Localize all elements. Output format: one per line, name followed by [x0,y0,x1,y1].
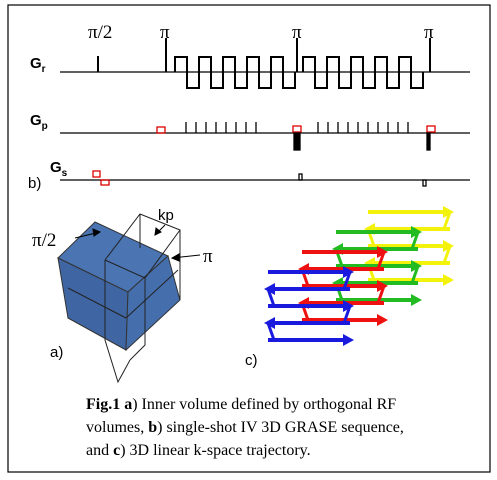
trajectory-connector [266,288,276,307]
trajectory-arrow [443,274,454,286]
volume-label: π [203,246,213,267]
k-space-trajectory [264,206,454,346]
volume-label: kp [158,207,174,224]
frame [7,4,491,473]
caption-part: b [148,419,158,436]
trajectory-connector [442,211,452,230]
gs-waveform [60,170,470,187]
gradient-label-sub: r [42,64,46,75]
panel-label: b) [28,175,41,192]
caption-part: ) single-shot IV 3D GRASE sequence, and [86,419,404,459]
trajectory-connector [342,271,352,290]
gradient-label: Gp [30,112,48,132]
gradient-label-sub: p [42,121,48,132]
trajectory-arrow [377,314,388,326]
trajectory-connector [410,265,420,284]
trajectory-arrow [411,294,422,306]
panel-label: a) [50,344,63,361]
gradient-label: Gs [50,159,68,179]
rf-label: π [424,22,434,43]
trajectory-connector [376,251,386,270]
trajectory-arrow [343,334,354,346]
volume-label: π/2 [32,230,56,251]
gradient-label-main: G [50,159,62,176]
inner-volume [57,213,181,384]
trajectory-connector [342,305,352,324]
caption-part: ) Inner volume defined by orthogonal RF … [86,396,397,436]
panel-label: c) [245,352,258,369]
rf-label: π [292,22,302,43]
trajectory-connector [376,285,386,304]
gradient-label-main: G [30,55,42,72]
gr-waveform [60,38,470,89]
gp-waveform [60,122,470,151]
trajectory-connector [266,322,276,341]
caption-part: Fig.1 a [86,396,133,413]
caption: Fig.1 a) Inner volume defined by orthogo… [86,393,416,462]
gradient-label: Gr [30,55,46,75]
trajectory-connector [410,231,420,250]
gradient-label-main: G [30,112,42,129]
trajectory-connector [442,245,452,264]
gradient-label-sub: s [62,168,68,179]
caption-part: ) 3D linear k-space trajectory. [120,442,311,459]
rf-label: π [160,22,170,43]
volume-arrows [74,224,201,262]
caption-part: c [113,442,121,459]
rf-label: π/2 [88,22,112,43]
